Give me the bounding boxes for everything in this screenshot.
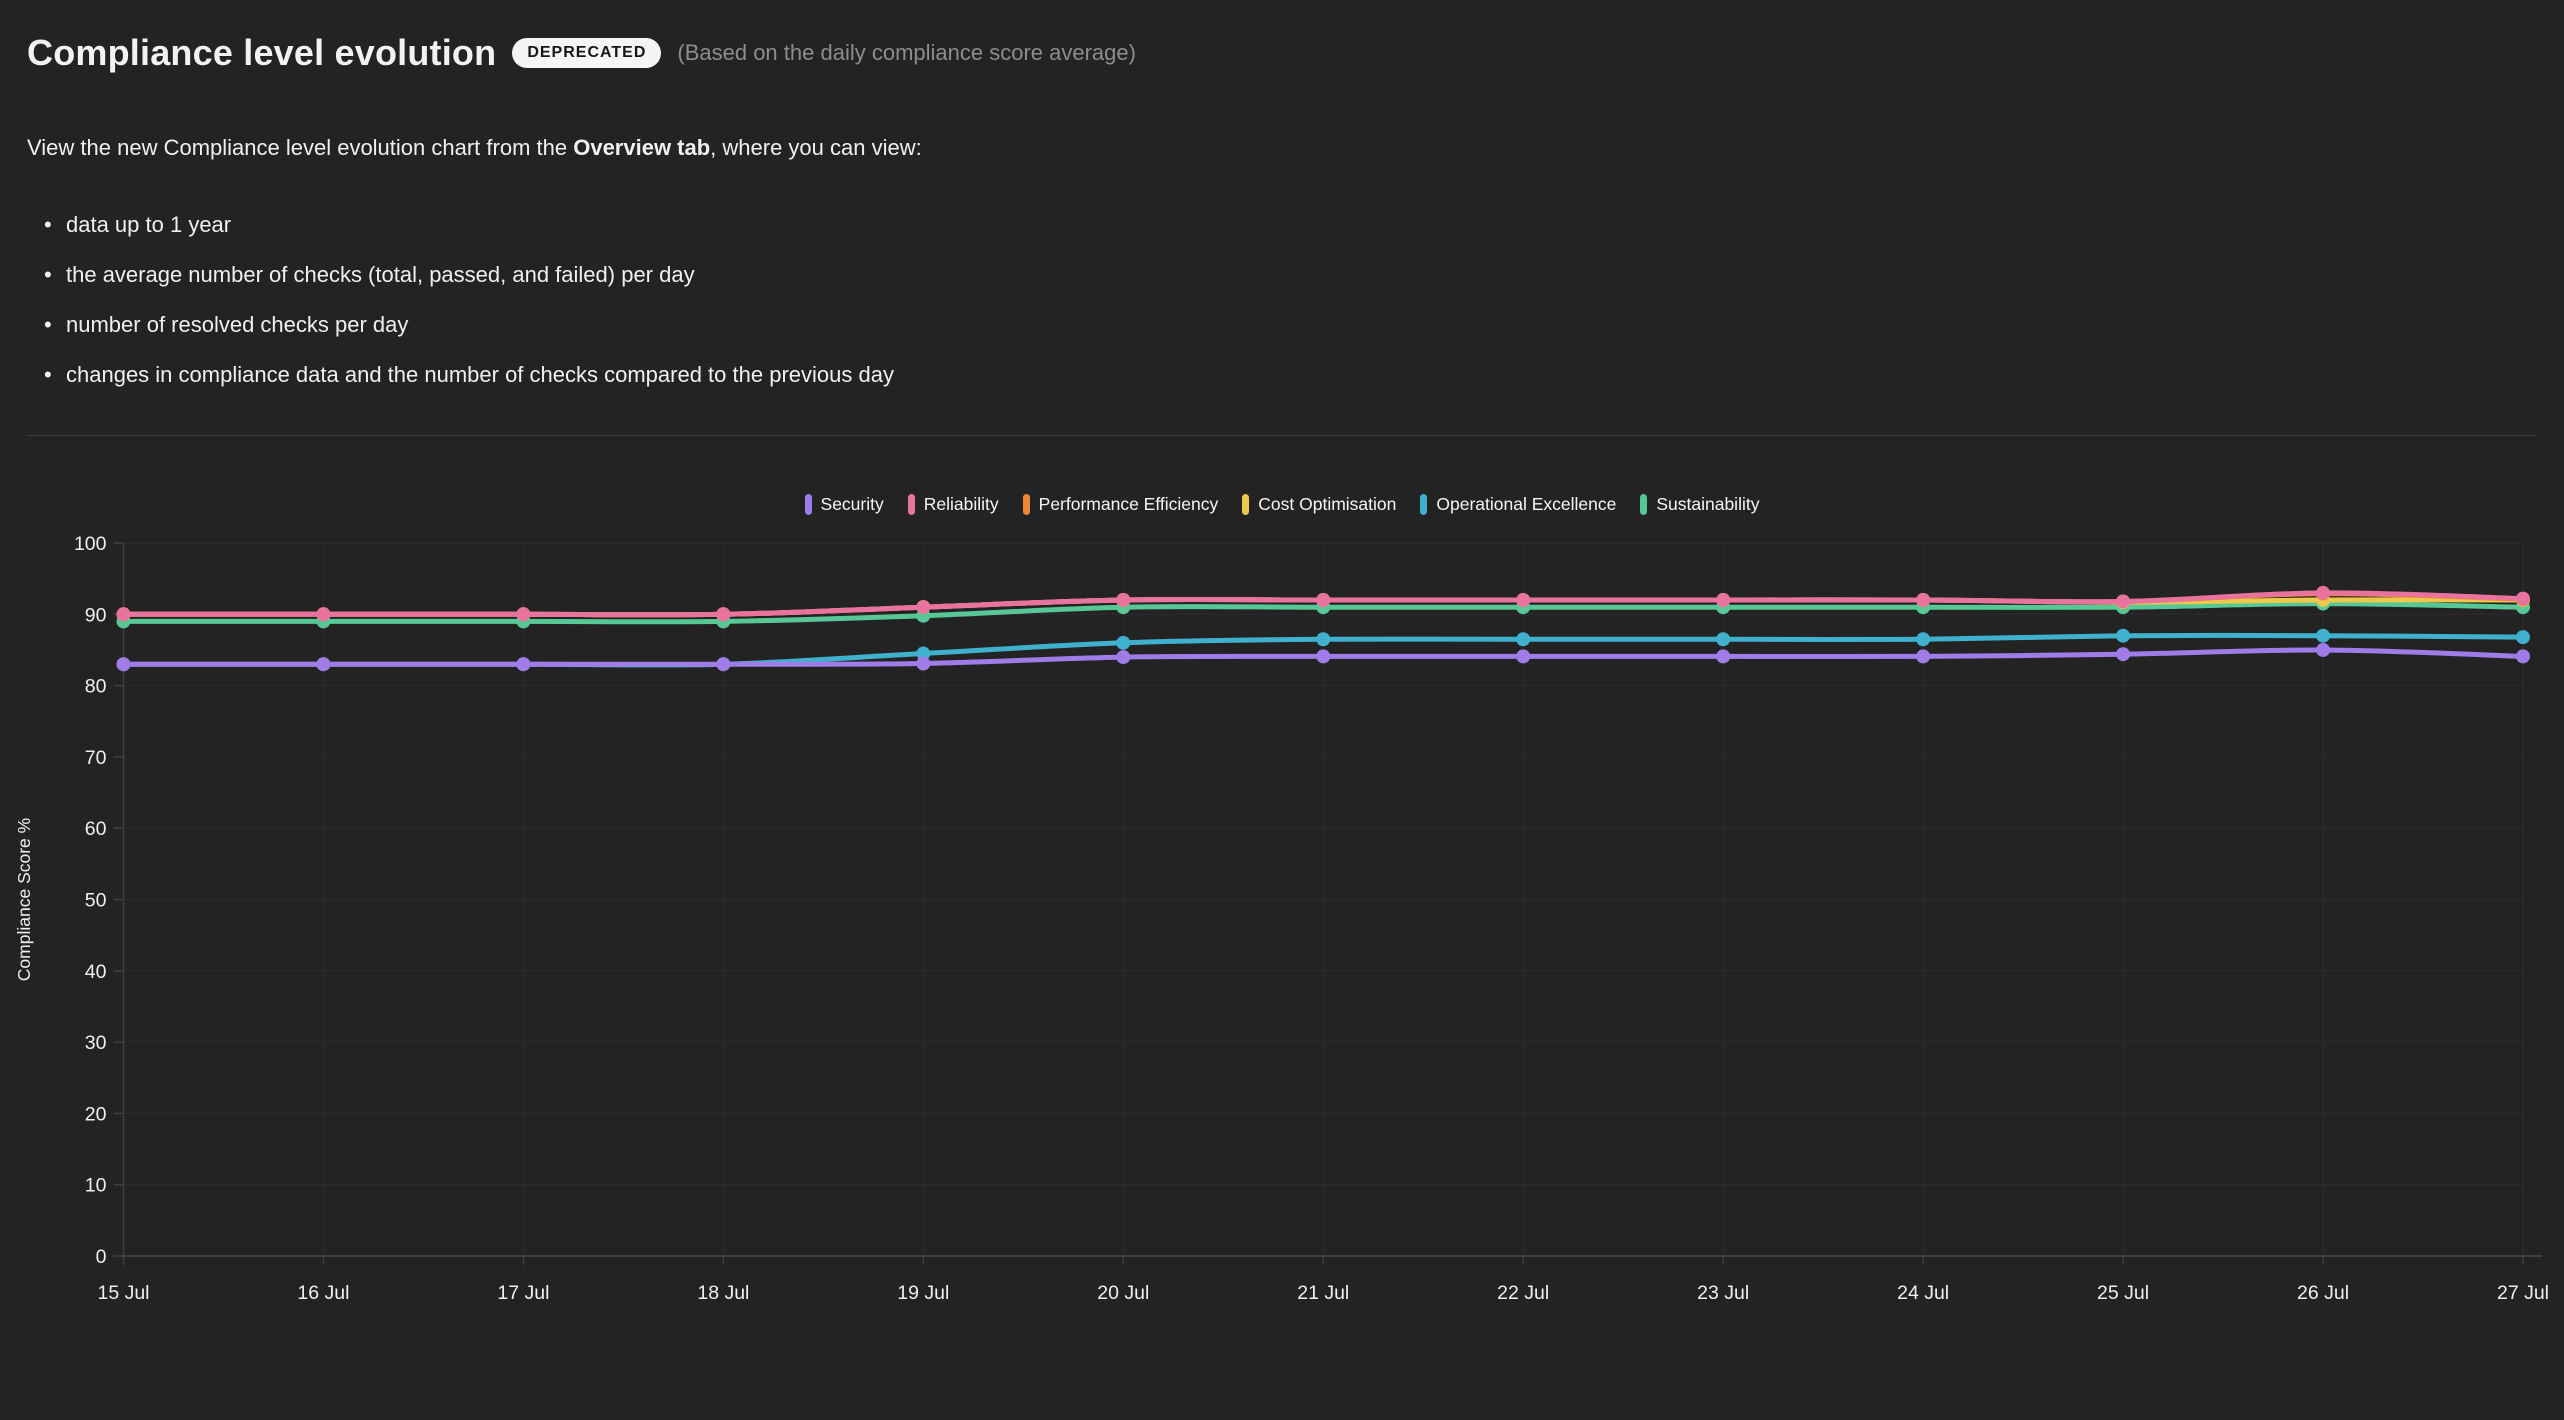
intro-suffix: , where you can view: — [710, 135, 922, 160]
legend-item-sustainability[interactable]: Sustainability — [1640, 494, 1759, 515]
y-tick-label: 90 — [85, 604, 107, 626]
bullet-item: data up to 1 year — [38, 200, 894, 250]
legend-label: Security — [820, 494, 884, 514]
legend-item-reliability[interactable]: Reliability — [907, 494, 999, 515]
series-points-reliability — [116, 585, 2530, 622]
page-subtitle: (Based on the daily compliance score ave… — [677, 40, 1136, 65]
legend-label: Operational Excellence — [1436, 494, 1617, 514]
x-tick-label: 20 Jul — [1097, 1282, 1149, 1304]
y-tick-label: 10 — [85, 1175, 107, 1197]
x-tick-label: 17 Jul — [497, 1282, 549, 1304]
page-title: Compliance level evolution — [27, 32, 497, 73]
legend-label: Sustainability — [1656, 494, 1760, 514]
compliance-evolution-chart: 0 10 20 30 40 50 60 70 80 90 100 15 Jul 16 Jul 17 Jul… — [14, 533, 2549, 1304]
x-tick-label: 15 Jul — [97, 1282, 149, 1304]
y-tick-label: 60 — [85, 818, 107, 840]
intro-text: View the new Compliance level evolution … — [27, 135, 922, 161]
y-tick-label: 40 — [85, 961, 107, 983]
section-divider — [27, 435, 2537, 436]
x-tick-label: 24 Jul — [1897, 1282, 1949, 1304]
y-tick-label: 70 — [85, 747, 107, 769]
x-tick-label: 16 Jul — [297, 1282, 349, 1304]
legend-swatch-reliability — [907, 494, 915, 515]
x-tick-label: 27 Jul — [2497, 1282, 2549, 1304]
x-tick-label: 19 Jul — [897, 1282, 949, 1304]
x-tick-label: 22 Jul — [1497, 1282, 1549, 1304]
legend-item-performance-efficiency[interactable]: Performance Efficiency — [1022, 494, 1219, 515]
feature-bullet-list: data up to 1 year the average number of … — [38, 200, 894, 400]
y-axis: 0 10 20 30 40 50 60 70 80 90 100 — [74, 533, 124, 1268]
x-tick-label: 26 Jul — [2297, 1282, 2349, 1304]
y-tick-label: 50 — [85, 890, 107, 912]
legend-label: Reliability — [923, 494, 999, 514]
x-tick-label: 21 Jul — [1297, 1282, 1349, 1304]
legend-swatch-cost-optimisation — [1242, 494, 1250, 515]
bullet-item: number of resolved checks per day — [38, 300, 894, 350]
deprecated-badge: DEPRECATED — [512, 38, 662, 68]
chart-legend: Security Reliability Performance Efficie… — [0, 494, 2564, 515]
y-tick-label: 80 — [85, 676, 107, 698]
legend-label: Cost Optimisation — [1258, 494, 1397, 514]
x-tick-label: 25 Jul — [2097, 1282, 2149, 1304]
bullet-item: changes in compliance data and the numbe… — [38, 350, 894, 400]
legend-item-security[interactable]: Security — [804, 494, 884, 515]
series-points-security — [116, 642, 2530, 672]
legend-swatch-performance-efficiency — [1022, 494, 1030, 515]
y-tick-label: 30 — [85, 1032, 107, 1054]
legend-swatch-operational-excellence — [1420, 494, 1428, 515]
legend-label: Performance Efficiency — [1038, 494, 1219, 514]
legend-item-operational-excellence[interactable]: Operational Excellence — [1420, 494, 1616, 515]
intro-prefix: View the new Compliance level evolution … — [27, 135, 574, 160]
y-tick-label: 0 — [96, 1246, 107, 1268]
x-tick-label: 18 Jul — [697, 1282, 749, 1304]
panel-header: Compliance level evolution DEPRECATED (B… — [27, 28, 1136, 78]
y-tick-label: 100 — [74, 533, 107, 555]
y-tick-label: 20 — [85, 1103, 107, 1125]
bullet-item: the average number of checks (total, pas… — [38, 250, 894, 300]
overview-tab-reference: Overview tab — [573, 135, 711, 160]
legend-swatch-security — [804, 494, 812, 515]
y-axis-title: Compliance Score % — [14, 818, 34, 981]
legend-item-cost-optimisation[interactable]: Cost Optimisation — [1242, 494, 1396, 515]
x-tick-label: 23 Jul — [1697, 1282, 1749, 1304]
x-axis: 15 Jul 16 Jul 17 Jul 18 Jul 19 Jul 20 Jul 21 J… — [97, 1256, 2549, 1304]
legend-swatch-sustainability — [1640, 494, 1648, 515]
